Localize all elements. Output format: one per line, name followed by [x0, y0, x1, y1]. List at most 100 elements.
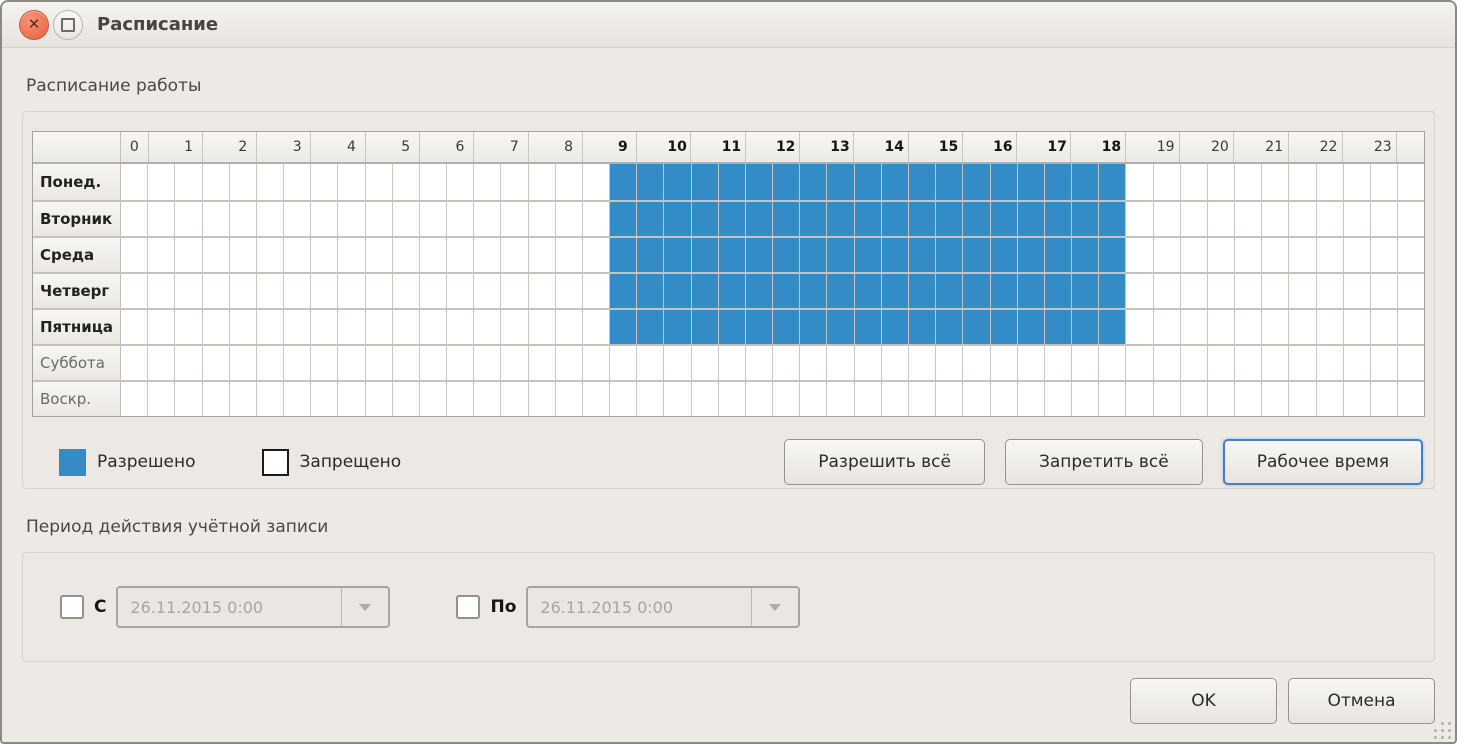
schedule-cell[interactable]: [1016, 382, 1044, 416]
schedule-cell[interactable]: [1315, 202, 1343, 236]
schedule-cell[interactable]: [1261, 346, 1289, 380]
schedule-cell[interactable]: [201, 346, 229, 380]
schedule-cell[interactable]: [500, 164, 528, 200]
schedule-cell[interactable]: [255, 238, 284, 272]
schedule-cell[interactable]: [121, 310, 148, 344]
schedule-cell[interactable]: [935, 202, 963, 236]
schedule-cell[interactable]: [201, 310, 229, 344]
to-date-dropdown-button[interactable]: [751, 588, 798, 626]
schedule-cell[interactable]: [473, 164, 501, 200]
schedule-cell[interactable]: [826, 346, 854, 380]
schedule-cell[interactable]: [473, 238, 501, 272]
schedule-cell[interactable]: [1397, 164, 1425, 200]
schedule-cell[interactable]: [663, 382, 691, 416]
schedule-cell[interactable]: [799, 202, 827, 236]
schedule-cell[interactable]: [1152, 164, 1180, 200]
schedule-cell[interactable]: [283, 274, 311, 308]
schedule-cell[interactable]: [1125, 238, 1153, 272]
schedule-cell[interactable]: [907, 274, 936, 308]
schedule-cell[interactable]: [1261, 274, 1289, 308]
schedule-cell[interactable]: [201, 274, 229, 308]
schedule-cell[interactable]: [527, 310, 555, 344]
schedule-cell[interactable]: [1043, 164, 1072, 200]
schedule-cell[interactable]: [581, 346, 610, 380]
schedule-cell[interactable]: [636, 164, 664, 200]
schedule-cell[interactable]: [799, 274, 827, 308]
schedule-cell[interactable]: [1342, 382, 1370, 416]
schedule-cell[interactable]: [1071, 274, 1099, 308]
schedule-cell[interactable]: [1397, 346, 1425, 380]
schedule-cell[interactable]: [446, 382, 474, 416]
schedule-cell[interactable]: [391, 274, 419, 308]
schedule-cell[interactable]: [1016, 310, 1044, 344]
schedule-cell[interactable]: [880, 274, 908, 308]
close-button[interactable]: ✕: [19, 10, 49, 40]
cancel-button[interactable]: Отмена: [1288, 678, 1435, 724]
schedule-cell[interactable]: [744, 274, 773, 308]
schedule-cell[interactable]: [1152, 346, 1180, 380]
schedule-cell[interactable]: [283, 346, 311, 380]
schedule-cell[interactable]: [310, 274, 338, 308]
schedule-cell[interactable]: [1179, 164, 1207, 200]
schedule-cell[interactable]: [772, 346, 800, 380]
schedule-cell[interactable]: [717, 310, 745, 344]
schedule-cell[interactable]: [500, 310, 528, 344]
schedule-cell[interactable]: [418, 310, 447, 344]
schedule-cell[interactable]: [799, 382, 827, 416]
forbid-all-button[interactable]: Запретить всё: [1004, 439, 1203, 485]
schedule-cell[interactable]: [364, 238, 392, 272]
schedule-cell[interactable]: [880, 202, 908, 236]
schedule-cell[interactable]: [935, 238, 963, 272]
schedule-cell[interactable]: [174, 164, 202, 200]
schedule-cell[interactable]: [174, 382, 202, 416]
schedule-cell[interactable]: [907, 310, 936, 344]
schedule-cell[interactable]: [500, 382, 528, 416]
schedule-cell[interactable]: [418, 164, 447, 200]
schedule-cell[interactable]: [935, 164, 963, 200]
schedule-cell[interactable]: [772, 382, 800, 416]
schedule-cell[interactable]: [1071, 382, 1099, 416]
schedule-cell[interactable]: [1071, 202, 1099, 236]
schedule-cell[interactable]: [446, 238, 474, 272]
schedule-cell[interactable]: [418, 202, 447, 236]
schedule-cell[interactable]: [283, 202, 311, 236]
to-checkbox[interactable]: [456, 595, 481, 619]
schedule-cell[interactable]: [853, 310, 881, 344]
schedule-cell[interactable]: [826, 164, 854, 200]
schedule-cell[interactable]: [1342, 346, 1370, 380]
schedule-cell[interactable]: [391, 164, 419, 200]
schedule-cell[interactable]: [364, 164, 392, 200]
resize-grip-icon[interactable]: [1431, 719, 1451, 739]
schedule-cell[interactable]: [527, 382, 555, 416]
schedule-cell[interactable]: [255, 310, 284, 344]
schedule-cell[interactable]: [907, 238, 936, 272]
schedule-cell[interactable]: [1206, 164, 1235, 200]
schedule-cell[interactable]: [826, 274, 854, 308]
schedule-cell[interactable]: [174, 238, 202, 272]
schedule-cell[interactable]: [717, 164, 745, 200]
schedule-cell[interactable]: [174, 202, 202, 236]
schedule-cell[interactable]: [744, 238, 773, 272]
schedule-cell[interactable]: [228, 310, 256, 344]
schedule-cell[interactable]: [500, 238, 528, 272]
schedule-cell[interactable]: [1397, 238, 1425, 272]
schedule-cell[interactable]: [744, 382, 773, 416]
schedule-cell[interactable]: [1125, 202, 1153, 236]
schedule-cell[interactable]: [636, 310, 664, 344]
schedule-cell[interactable]: [255, 346, 284, 380]
schedule-cell[interactable]: [690, 310, 718, 344]
schedule-cell[interactable]: [962, 382, 990, 416]
schedule-cell[interactable]: [581, 164, 610, 200]
schedule-cell[interactable]: [500, 346, 528, 380]
schedule-cell[interactable]: [609, 164, 637, 200]
schedule-cell[interactable]: [1098, 202, 1126, 236]
schedule-cell[interactable]: [1315, 310, 1343, 344]
schedule-cell[interactable]: [554, 164, 582, 200]
schedule-cell[interactable]: [853, 164, 881, 200]
schedule-cell[interactable]: [989, 382, 1017, 416]
schedule-cell[interactable]: [228, 238, 256, 272]
schedule-cell[interactable]: [500, 274, 528, 308]
schedule-cell[interactable]: [1179, 202, 1207, 236]
schedule-cell[interactable]: [147, 274, 175, 308]
schedule-cell[interactable]: [962, 346, 990, 380]
